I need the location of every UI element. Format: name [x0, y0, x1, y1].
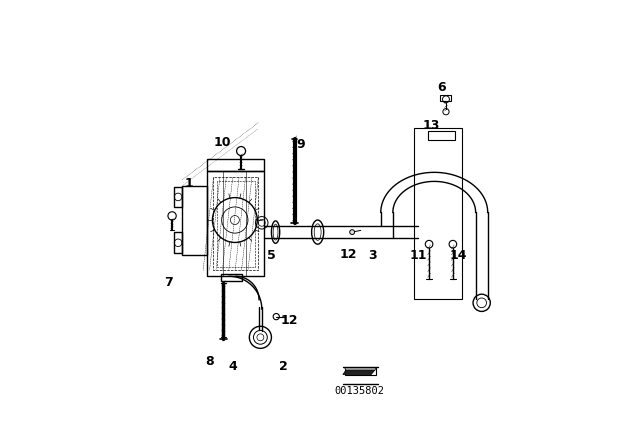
Text: 13: 13 [422, 119, 440, 132]
Circle shape [349, 230, 355, 234]
Text: 3: 3 [369, 249, 377, 262]
Polygon shape [344, 368, 376, 375]
Text: 2: 2 [279, 361, 287, 374]
Text: 5: 5 [267, 249, 275, 262]
Polygon shape [344, 368, 376, 370]
Text: 14: 14 [450, 249, 467, 262]
Text: 10: 10 [214, 136, 232, 149]
Text: 11: 11 [410, 249, 428, 262]
Text: 6: 6 [437, 81, 445, 94]
Text: 4: 4 [228, 361, 237, 374]
Text: 9: 9 [297, 138, 305, 151]
Text: 1: 1 [185, 177, 194, 190]
Text: 7: 7 [164, 276, 173, 289]
Text: 12: 12 [339, 248, 356, 261]
Text: 12: 12 [280, 314, 298, 327]
Text: 8: 8 [205, 355, 214, 368]
Text: 00135802: 00135802 [335, 386, 385, 396]
Polygon shape [343, 370, 375, 375]
